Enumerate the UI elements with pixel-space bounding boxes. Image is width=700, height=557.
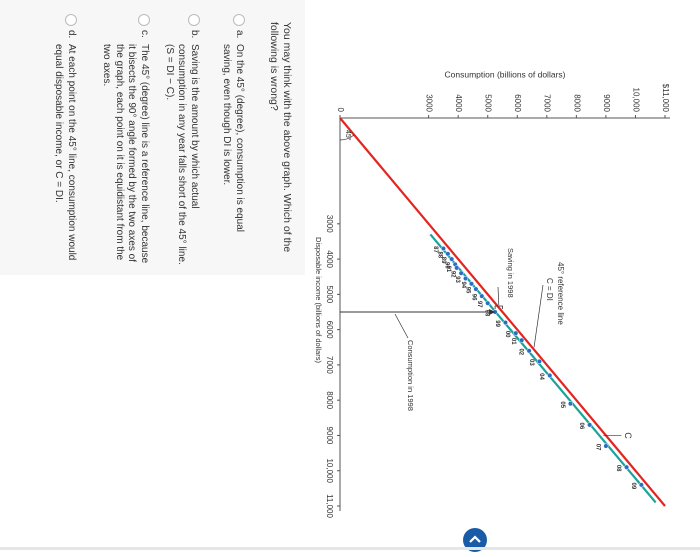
x-tick-label: 10,000 (325, 458, 334, 483)
y-axis-label: Consumption (billions of dollars) (445, 69, 566, 79)
data-point (463, 275, 469, 282)
option-letter: b. (189, 30, 200, 39)
data-point (485, 300, 491, 306)
point-label: 87 (432, 246, 438, 253)
option-letter: c. (139, 30, 150, 38)
y-tick-label: 3000 (425, 94, 434, 112)
chart: Consumption (billions of dollars) Dispos… (314, 69, 670, 518)
point-label: 03 (528, 359, 534, 366)
data-point (479, 293, 485, 299)
y-tick-label: 4000 (454, 94, 463, 112)
consumption-line (429, 233, 657, 504)
data-point (440, 245, 446, 252)
point-label: 97 (476, 301, 482, 308)
y-tick-label: 6000 (513, 94, 522, 112)
data-point (603, 443, 609, 449)
data-point (468, 281, 475, 287)
point-label: 98 (484, 310, 490, 317)
radio-button[interactable] (138, 14, 150, 26)
point-label: 07 (594, 444, 600, 451)
point-label: 99 (494, 320, 500, 327)
bottom-bar (0, 547, 700, 550)
data-point (502, 320, 509, 326)
question-panel: You may think with the above graph. Whic… (0, 0, 305, 275)
point-label: 02 (518, 348, 524, 355)
annotation-label: Saving in 1998 (506, 248, 515, 298)
point-label: 89 (440, 257, 446, 264)
chevron-icon (469, 535, 481, 543)
reference-line (339, 117, 666, 507)
y-tick-label: 5000 (484, 94, 493, 112)
x-axis-label: Disposable income (billions of dollars) (314, 237, 323, 363)
reference-equation: C = DI (545, 278, 554, 301)
data-point (526, 348, 532, 354)
point-label: 04 (538, 373, 544, 380)
option-letter: a. (234, 30, 245, 39)
point-label: 92 (450, 271, 456, 278)
angle-label: 45° (344, 130, 352, 141)
reference-label: 45° reference line (556, 262, 565, 325)
y-tick-label: 7000 (543, 94, 552, 112)
point-label: 05 (559, 401, 565, 408)
y-tick-label: 10,000 (631, 88, 640, 113)
point-label: 94 (460, 281, 466, 288)
x-tick-label: 6000 (325, 321, 334, 339)
arrow-head (489, 309, 496, 315)
data-point (513, 330, 519, 336)
saving-brace (494, 305, 503, 309)
annotation-label: Consumption in 1998 (406, 340, 415, 411)
saving-pointer (497, 286, 500, 306)
data-point (449, 256, 455, 262)
option-letter: d. (66, 30, 77, 39)
data-point (638, 482, 644, 488)
point-label: 06 (578, 423, 584, 430)
x-tick-label: 7000 (325, 356, 334, 374)
question-prompt: You may think with the above graph. Whic… (268, 22, 294, 253)
series-label: C (623, 432, 633, 439)
radio-button[interactable] (233, 14, 245, 26)
point-label: 96 (470, 294, 476, 301)
x-tick-label: 5000 (325, 285, 334, 303)
point-label: 93 (454, 276, 460, 283)
consumption-pointer (394, 313, 409, 339)
data-point (547, 372, 553, 379)
option-text: Saving is the amount by which actual con… (164, 44, 200, 265)
point-label: 09 (630, 482, 636, 489)
option-text: The 45° (degree) line is a reference lin… (101, 44, 151, 264)
y-tick-label: 9000 (602, 94, 611, 112)
x-tick-label: 9000 (325, 427, 334, 445)
point-label: 00 (504, 331, 510, 338)
y-tick-label: 8000 (572, 94, 581, 112)
data-point (445, 251, 451, 257)
point-label: 91 (445, 266, 451, 273)
data-point (454, 265, 460, 271)
option-text: On the 45° (degree), consumption is equa… (221, 44, 246, 232)
point-label: 08 (615, 465, 621, 472)
reference-pointer (533, 284, 544, 348)
x-tick-label: 8000 (325, 391, 334, 409)
radio-button[interactable] (188, 14, 200, 26)
point-label: 95 (464, 287, 470, 294)
x-tick-label: 4000 (325, 250, 334, 268)
point-label: 88 (436, 251, 442, 258)
data-point (587, 422, 593, 428)
radio-button[interactable] (65, 14, 77, 26)
x-tick-label: 11,000 (325, 494, 334, 518)
angle-arc (339, 134, 355, 141)
data-point (473, 286, 479, 292)
data-point (519, 337, 525, 343)
data-point (624, 464, 630, 470)
point-label: 90 (444, 262, 450, 269)
y-tick-label: 0 (336, 108, 345, 113)
point-label: 01 (510, 338, 516, 345)
y-tick-label: $11,000 (661, 84, 670, 113)
data-point (458, 270, 464, 276)
x-tick-label: 3000 (325, 215, 334, 233)
data-point (567, 401, 574, 407)
data-point (536, 358, 542, 364)
option-text: At each point on the 45° line, consumpti… (53, 44, 78, 261)
